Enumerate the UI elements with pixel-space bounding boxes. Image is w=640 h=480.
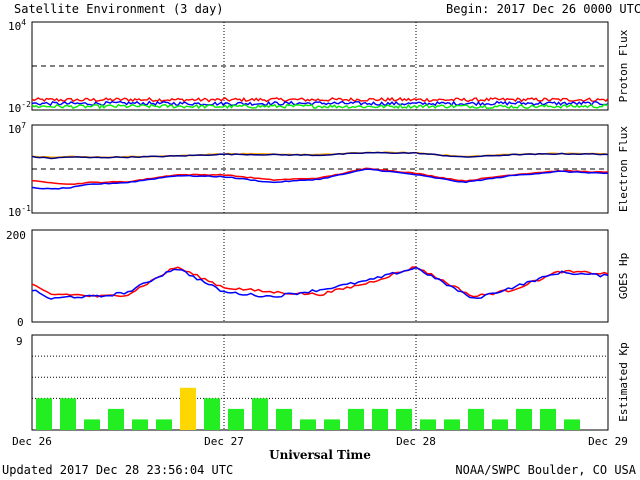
kp-bar	[36, 398, 52, 430]
kp-bar	[228, 408, 244, 430]
goes-hp-panel: 200 0 GOES Hp	[6, 229, 630, 329]
kp-frame	[31, 334, 609, 431]
kp-bar	[204, 398, 220, 430]
kp-bar	[156, 419, 172, 430]
kp-bar	[84, 419, 100, 430]
x-axis-tick-labels: Dec 26 Dec 27 Dec 28 Dec 29	[12, 435, 628, 448]
kp-bar	[180, 387, 196, 430]
kp-ytick-top: 9	[16, 335, 23, 348]
kp-bar	[492, 419, 508, 430]
day-separator-lines	[223, 22, 417, 430]
goes-hp-ytick-bottom: 0	[17, 316, 24, 329]
kp-bar	[252, 398, 268, 430]
electron-flux-panel: 107 10-1 Electron Flux	[8, 121, 630, 219]
kp-bar	[324, 419, 340, 430]
kp-bar	[372, 408, 388, 430]
series-line-blue	[31, 266, 609, 300]
series-group-0	[31, 65, 609, 110]
kp-bar	[540, 408, 556, 430]
credit-line: NOAA/SWPC Boulder, CO USA	[455, 463, 636, 477]
series-group-2	[31, 266, 609, 300]
series-line-red	[31, 266, 609, 298]
proton-flux-ytick-top: 104	[8, 18, 26, 33]
proton-flux-ylabel: Proton Flux	[617, 29, 630, 102]
series-line-green	[31, 103, 609, 110]
begin-label: Begin: 2017 Dec 26 0000 UTC	[446, 2, 640, 16]
goes-hp-ytick-top: 200	[6, 229, 26, 242]
kp-bar	[516, 408, 532, 430]
kp-bars	[32, 355, 608, 430]
proton-flux-ytick-bottom: 10-2	[8, 100, 31, 115]
kp-bar	[564, 419, 580, 430]
electron-flux-ylabel: Electron Flux	[617, 126, 630, 212]
kp-bar	[108, 408, 124, 430]
electron-flux-ytick-bottom: 10-1	[8, 204, 31, 219]
updated-timestamp: Updated 2017 Dec 28 23:56:04 UTC	[2, 463, 233, 477]
proton-flux-panel: 104 10-2 Proton Flux	[8, 18, 630, 115]
series-line-navy	[31, 151, 609, 160]
chart-title: Satellite Environment (3 day)	[14, 2, 224, 16]
kp-bar	[444, 419, 460, 430]
goes-hp-ylabel: GOES Hp	[617, 253, 630, 299]
kp-bar	[60, 398, 76, 430]
series-group-1	[31, 151, 609, 190]
kp-bar	[348, 408, 364, 430]
kp-panel: 9 Estimated Kp	[16, 334, 630, 431]
kp-ylabel: Estimated Kp	[617, 342, 630, 421]
kp-bar	[276, 408, 292, 430]
kp-bar	[300, 419, 316, 430]
x-tick-label: Dec 26	[12, 435, 52, 448]
x-tick-label: Dec 27	[204, 435, 244, 448]
series-line-red	[31, 167, 609, 186]
x-tick-label: Dec 28	[396, 435, 436, 448]
series-line-red	[31, 96, 609, 103]
series-line-blue	[31, 100, 609, 107]
kp-bar	[468, 408, 484, 430]
electron-flux-ytick-top: 107	[8, 121, 26, 136]
kp-bar	[132, 419, 148, 430]
x-tick-label: Dec 29	[588, 435, 628, 448]
goes-hp-frame	[31, 229, 609, 323]
kp-bar	[396, 408, 412, 430]
kp-bar	[420, 419, 436, 430]
series-line-blue	[31, 168, 609, 190]
x-axis-title: Universal Time	[269, 448, 371, 462]
